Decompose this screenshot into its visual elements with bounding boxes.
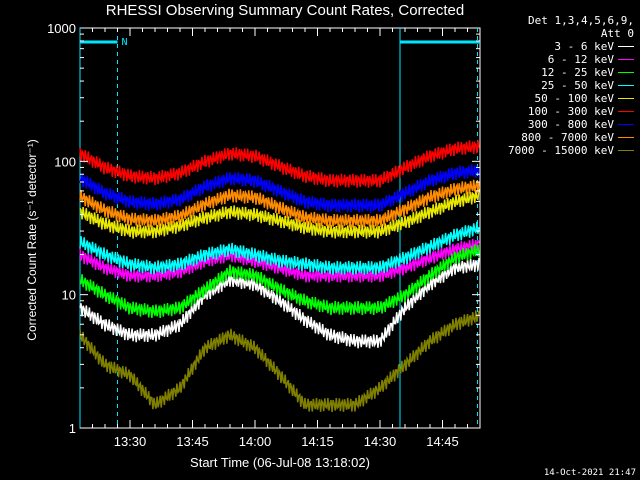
legend-swatch: [618, 72, 634, 73]
series-line: [79, 244, 480, 318]
legend-swatch: [618, 59, 634, 60]
legend-label: 50 - 100 keV: [534, 92, 614, 105]
x-tick-label: 14:00: [239, 434, 272, 449]
legend-swatch: [618, 98, 634, 99]
legend-entry: 6 - 12 keV: [486, 53, 634, 66]
legend-swatch: [618, 85, 634, 86]
x-tick-label: 14:30: [364, 434, 397, 449]
axis-ticks: 1 10 100 1000 13:30 13:45 14:00 14:15 14:30 14:45: [47, 21, 480, 449]
legend-swatch: [618, 124, 634, 125]
series-line: [79, 257, 480, 349]
legend-entry: 7000 - 15000 keV: [486, 144, 634, 157]
legend-entry: 800 - 7000 keV: [486, 131, 634, 144]
series-line: [79, 310, 480, 412]
legend-entry: 12 - 25 keV: [486, 66, 634, 79]
series-line: [79, 221, 480, 275]
legend-swatch: [618, 150, 634, 151]
y-tick-label: 1000: [47, 21, 76, 36]
legend-header-line-1: Det 1,3,4,5,6,9,: [528, 14, 634, 27]
legend-swatch: [618, 111, 634, 112]
y-tick-label: 100: [54, 154, 76, 169]
legend-label: 3 - 6 keV: [554, 40, 614, 53]
annotation-marker: N: [122, 37, 128, 48]
legend-label: 25 - 50 keV: [541, 79, 614, 92]
series-line: [79, 164, 480, 213]
legend-label: 7000 - 15000 keV: [508, 144, 614, 157]
x-tick-label: 13:30: [114, 434, 147, 449]
series-line: [79, 179, 480, 228]
legend-entry: 300 - 800 keV: [486, 118, 634, 131]
series-line: [79, 188, 480, 239]
legend-header-line-2: Att 0: [600, 27, 634, 40]
x-axis-label: Start Time (06-Jul-08 13:18:02): [190, 455, 370, 470]
x-tick-label: 14:45: [426, 434, 459, 449]
legend-label: 12 - 25 keV: [541, 66, 614, 79]
legend-swatch: [618, 46, 634, 47]
y-tick-label: 1: [69, 421, 76, 436]
legend-entry: 25 - 50 keV: [486, 79, 634, 92]
legend-label: 100 - 300 keV: [527, 105, 614, 118]
legend-entry: 100 - 300 keV: [486, 105, 634, 118]
legend-entry: 50 - 100 keV: [486, 92, 634, 105]
legend: Det 1,3,4,5,6,9, Att 0 3 - 6 keV 6 - 12 k…: [486, 14, 634, 157]
chart-title: RHESSI Observing Summary Count Rates, Co…: [105, 2, 465, 19]
series-layer: [79, 140, 480, 412]
y-tick-label: 10: [62, 288, 76, 303]
legend-swatch: [618, 137, 634, 138]
timestamp: 14-Oct-2021 21:47: [543, 468, 636, 478]
legend-label: 800 - 7000 keV: [521, 131, 614, 144]
y-axis-label: Corrected Count Rate (s⁻¹ detector⁻¹): [25, 139, 39, 340]
legend-entry: 3 - 6 keV: [486, 40, 634, 53]
x-tick-label: 13:45: [176, 434, 209, 449]
legend-label: 6 - 12 keV: [547, 53, 614, 66]
x-tick-label: 14:15: [301, 434, 334, 449]
legend-label: 300 - 800 keV: [527, 118, 614, 131]
series-line: [79, 140, 480, 188]
